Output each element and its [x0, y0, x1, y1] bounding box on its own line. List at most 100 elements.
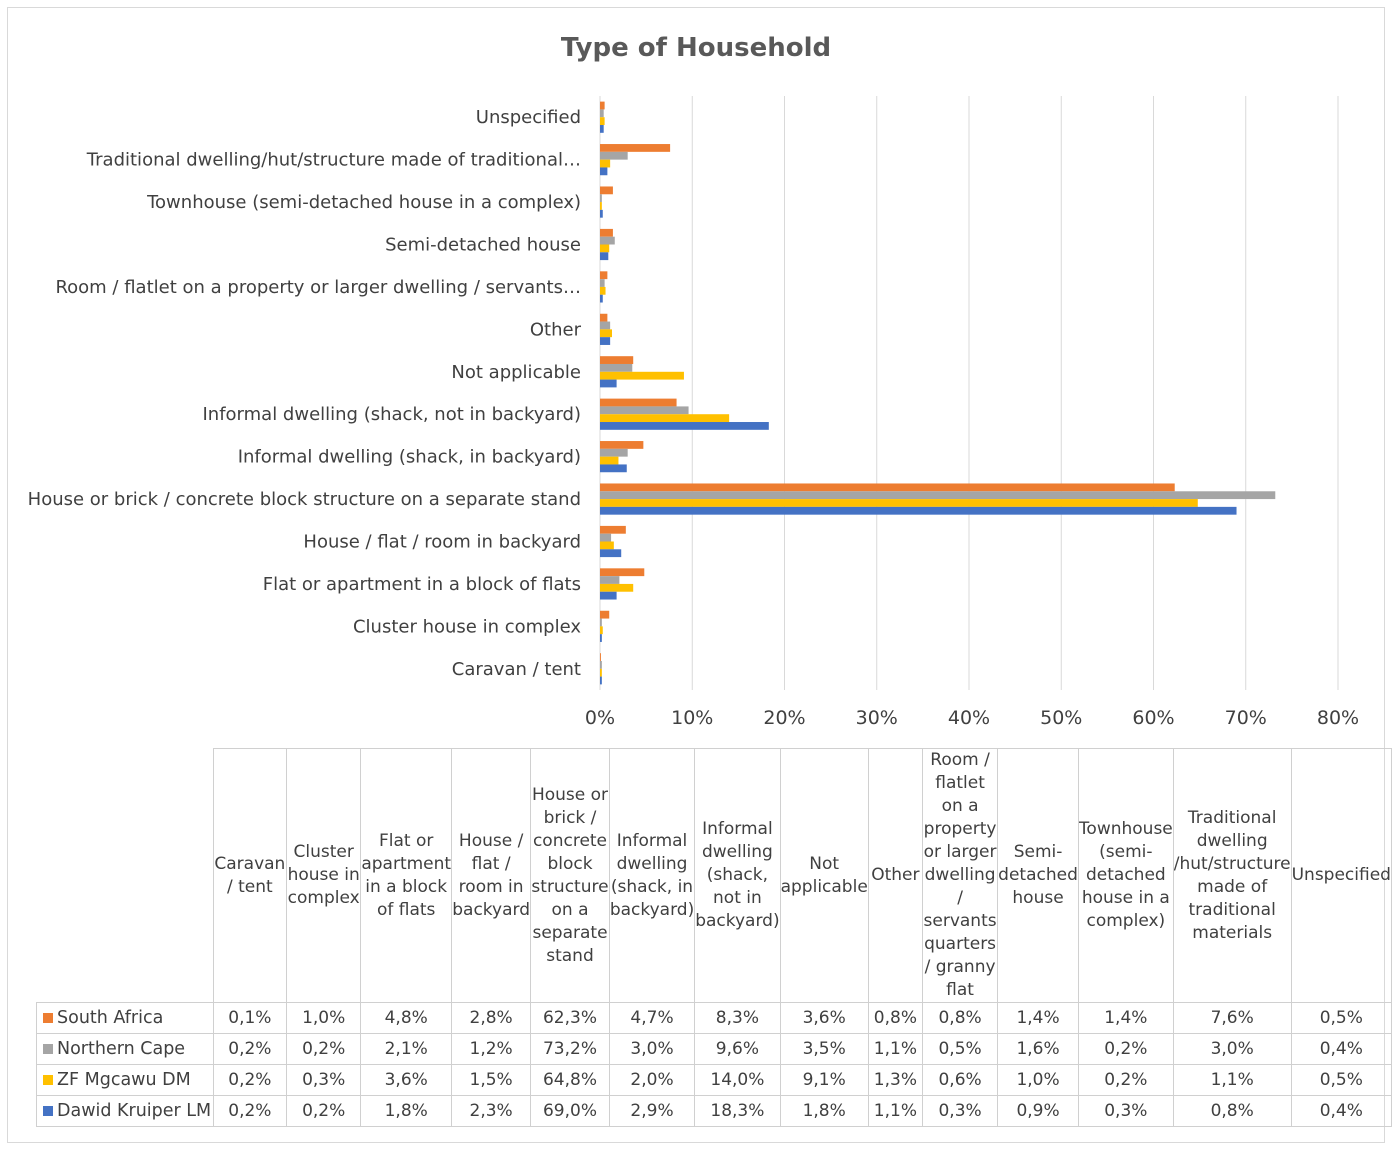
table-cell: 0,4%: [1290, 1095, 1392, 1127]
table-cell: 1,1%: [867, 1033, 923, 1065]
bar: [600, 109, 604, 118]
bar: [600, 329, 612, 338]
category-label: Other: [530, 319, 582, 340]
bar: [600, 422, 769, 430]
bar: [600, 483, 1175, 492]
table-corner: [36, 748, 214, 1003]
bar: [600, 660, 602, 669]
bar: [600, 499, 1198, 507]
table-cell: 0,3%: [1077, 1095, 1174, 1127]
bar: [600, 209, 603, 218]
bar: [600, 568, 645, 577]
category-label: Townhouse (semi-detached house in a comp…: [146, 192, 581, 213]
table-cell: 1,4%: [1077, 1002, 1174, 1034]
bar: [600, 337, 611, 345]
category-label: House or brick / concrete block structur…: [28, 489, 581, 510]
table-cell: 2,8%: [451, 1002, 532, 1034]
category-label: Not applicable: [451, 362, 581, 383]
chart-title: Type of Household: [561, 33, 831, 63]
table-cell: 2,1%: [360, 1033, 453, 1065]
bar: [600, 186, 613, 195]
bar: [600, 236, 615, 245]
table-cell: 2,9%: [608, 1095, 696, 1127]
table-cell: 3,0%: [608, 1033, 696, 1065]
bar: [600, 464, 627, 473]
bar: [600, 321, 611, 330]
bar: [600, 271, 608, 280]
table-cell: 1,4%: [997, 1002, 1079, 1034]
table-column-header: Semi-detached house: [997, 748, 1079, 1003]
table-cell: 69,0%: [530, 1095, 610, 1127]
table-cell: 9,1%: [779, 1064, 869, 1096]
category-label: Informal dwelling (shack, not in backyar…: [202, 404, 581, 425]
table-cell: 3,0%: [1172, 1033, 1292, 1065]
table-cell: 0,8%: [1172, 1095, 1292, 1127]
category-label: Room / flatlet on a property or larger d…: [55, 277, 581, 298]
bar: [600, 506, 1237, 515]
table-cell: 1,5%: [451, 1064, 532, 1096]
table-cell: 0,9%: [997, 1095, 1079, 1127]
table-cell: 0,2%: [1077, 1064, 1174, 1096]
bar: [600, 610, 610, 619]
table-cell: 0,2%: [212, 1064, 288, 1096]
table-cell: 1,0%: [997, 1064, 1079, 1096]
series-name: South Africa: [57, 1008, 164, 1028]
table-row: Dawid Kruiper LM 0,2% 0,2% 1,8% 2,3% 69,0% 2,9…: [36, 1095, 1392, 1127]
table-cell: 0,3%: [286, 1064, 362, 1096]
bar: [600, 313, 608, 322]
table-column-header: Townhouse (semi-detached house in a comp…: [1077, 748, 1174, 1003]
table-cell: 1,2%: [451, 1033, 532, 1065]
category-label: Unspecified: [476, 107, 581, 128]
legend-entry: Northern Cape: [36, 1033, 214, 1065]
table-cell: 1,1%: [867, 1095, 923, 1127]
category-label: Traditional dwelling/hut/structure made …: [86, 150, 581, 171]
bar: [600, 549, 622, 558]
x-tick-label: 50%: [1040, 707, 1082, 729]
table-column-header: House or brick / concrete block structur…: [530, 748, 610, 1003]
table-cell: 7,6%: [1172, 1002, 1292, 1034]
bar: [600, 676, 602, 685]
category-label: House / flat / room in backyard: [303, 532, 581, 553]
category-label: Caravan / tent: [452, 659, 581, 680]
table-cell: 0,8%: [867, 1002, 923, 1034]
table-cell: 2,0%: [608, 1064, 696, 1096]
bar: [600, 414, 730, 423]
bar: [600, 448, 628, 457]
x-tick-label: 80%: [1317, 707, 1359, 729]
bar: [600, 668, 602, 677]
table-cell: 0,2%: [212, 1033, 288, 1065]
table-cell: 3,5%: [779, 1033, 869, 1065]
table-cell: 0,5%: [921, 1033, 999, 1065]
category-label: Semi-detached house: [385, 235, 581, 256]
table-cell: 9,6%: [694, 1033, 781, 1065]
table-cell: 1,6%: [997, 1033, 1079, 1065]
x-tick-label: 20%: [763, 707, 805, 729]
gridlines: [599, 96, 1339, 690]
table-column-header: House / flat / room in backyard: [451, 748, 532, 1003]
bar: [600, 576, 620, 584]
bar: [600, 151, 628, 160]
legend-swatch: [43, 1075, 53, 1085]
table-cell: 1,8%: [360, 1095, 453, 1127]
table-cell: 1,3%: [867, 1064, 923, 1096]
legend-swatch: [43, 1044, 53, 1054]
table-cell: 73,2%: [530, 1033, 610, 1065]
table-column-header: Flat or apartment in a block of flats: [360, 748, 453, 1003]
legend-entry: Dawid Kruiper LM: [36, 1095, 214, 1127]
table-column-header: Informal dwelling (shack, not in backyar…: [694, 748, 781, 1003]
bar: [600, 618, 602, 627]
bar: [600, 533, 612, 542]
series-name: Northern Cape: [57, 1039, 186, 1059]
table-body: South Africa 0,1% 1,0% 4,8% 2,8% 62,3% 4,7% 8,3…: [36, 1002, 1392, 1127]
table-cell: 4,8%: [360, 1002, 453, 1034]
bar: [600, 591, 617, 600]
bar: [600, 456, 619, 465]
table-cell: 8,3%: [694, 1002, 781, 1034]
table-cell: 0,5%: [1290, 1002, 1392, 1034]
bar: [600, 583, 634, 592]
x-tick-label: 40%: [948, 707, 990, 729]
table-cell: 2,3%: [451, 1095, 532, 1127]
table-cell: 0,8%: [921, 1002, 999, 1034]
bar: [600, 626, 603, 635]
bar: [600, 398, 677, 407]
